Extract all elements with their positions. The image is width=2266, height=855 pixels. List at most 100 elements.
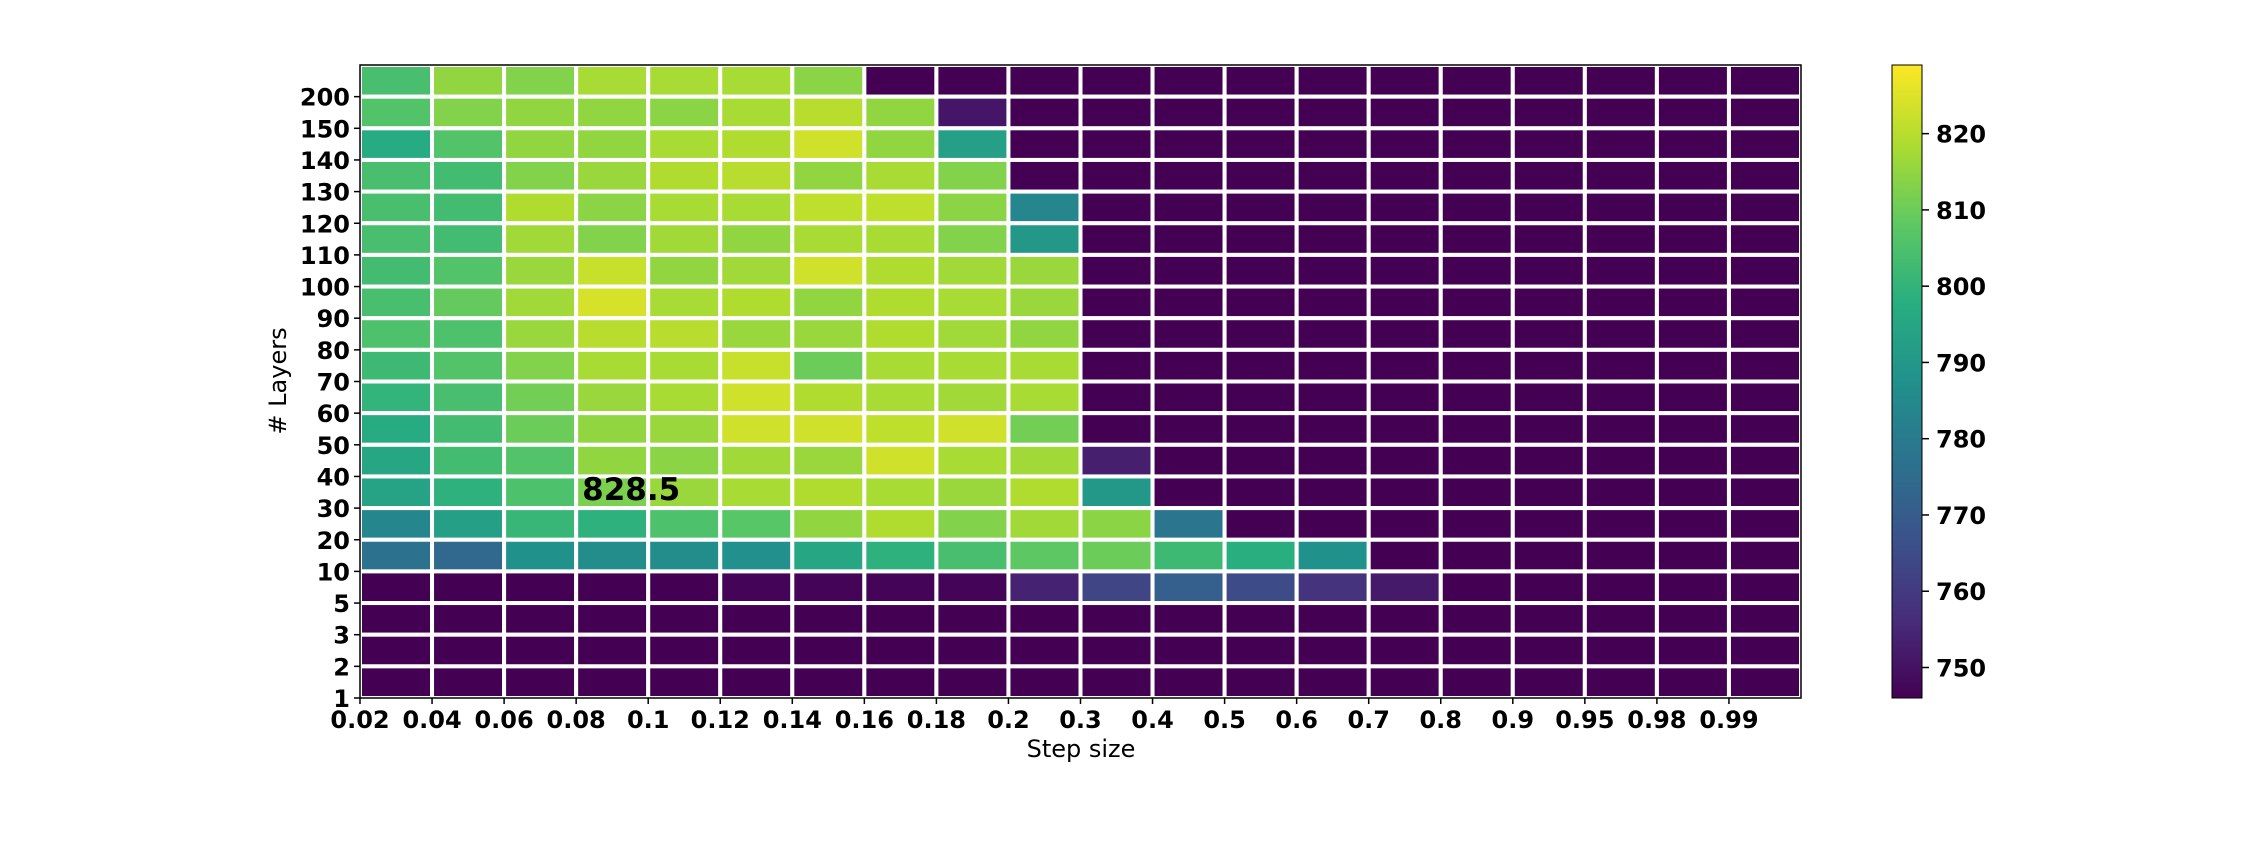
heatmap-cell (1582, 157, 1659, 194)
heatmap-cell (430, 537, 507, 574)
heatmap-cell (502, 664, 579, 700)
heatmap-cell (430, 442, 507, 479)
heatmap-cell (862, 379, 939, 416)
heatmap-cell (790, 316, 867, 352)
heatmap-cell (1438, 221, 1515, 257)
heatmap-cell (1654, 157, 1731, 194)
x-tick-label: 0.02 (330, 706, 389, 734)
heatmap-cell (430, 347, 507, 384)
heatmap-cell (1582, 442, 1659, 479)
heatmap-cell (430, 157, 507, 194)
heatmap-cell (1150, 664, 1227, 700)
heatmap-cell (790, 94, 867, 131)
heatmap-cell (1294, 63, 1371, 99)
heatmap-cell (646, 664, 723, 700)
heatmap-cell (1222, 537, 1299, 574)
heatmap-cell (718, 221, 795, 257)
heatmap-cell (1438, 379, 1515, 416)
x-tick-label: 0.14 (763, 706, 822, 734)
heatmap-cell (358, 284, 435, 321)
heatmap-cell (790, 252, 867, 289)
heatmap-cell (1726, 63, 1803, 99)
heatmap-cell (430, 506, 507, 542)
heatmap-cell (1222, 189, 1299, 226)
heatmap-cell (1510, 474, 1587, 511)
heatmap-cell (1006, 157, 1083, 194)
heatmap-cell (1438, 189, 1515, 226)
heatmap-cell (862, 601, 939, 637)
x-tick-label: 0.5 (1203, 706, 1246, 734)
heatmap-cell (430, 63, 507, 99)
heatmap-cell (1078, 632, 1155, 669)
heatmap-cell (646, 284, 723, 321)
heatmap-cell (1726, 252, 1803, 289)
heatmap-cell (790, 411, 867, 447)
heatmap-cell (430, 474, 507, 511)
heatmap-cell (1366, 284, 1443, 321)
heatmap-cell (1006, 252, 1083, 289)
colorbar: 750 760 770 780 790 800 810 820 (1891, 64, 1986, 699)
y-tick-label: 1 (333, 685, 350, 713)
heatmap-cell (1006, 442, 1083, 479)
heatmap-cell (646, 632, 723, 669)
heatmap-cell (1222, 157, 1299, 194)
heatmap-cell (502, 411, 579, 447)
y-tick-label: 150 (300, 115, 350, 143)
heatmap-cell (1654, 569, 1731, 606)
heatmap-cell (430, 316, 507, 352)
heatmap-cell (1222, 316, 1299, 352)
heatmap-cell (934, 189, 1011, 226)
heatmap-cell (574, 632, 651, 669)
heatmap-cell (1654, 316, 1731, 352)
heatmap-cell (1222, 411, 1299, 447)
heatmap-cell (1726, 569, 1803, 606)
heatmap-cell (574, 126, 651, 162)
heatmap-cell (1366, 316, 1443, 352)
heatmap-cell (862, 569, 939, 606)
heatmap-cell (1510, 664, 1587, 700)
heatmap-cell (1510, 63, 1587, 99)
heatmap-cell (1006, 506, 1083, 542)
heatmap-cell (1582, 601, 1659, 637)
heatmap-cell (1222, 474, 1299, 511)
heatmap-cell (1510, 442, 1587, 479)
heatmap-cell (1654, 347, 1731, 384)
heatmap-cell (790, 601, 867, 637)
heatmap-cell (1150, 632, 1227, 669)
heatmap-cell (1222, 284, 1299, 321)
heatmap-cell (790, 632, 867, 669)
heatmap-cell (1006, 664, 1083, 700)
heatmap-cell (646, 537, 723, 574)
heatmap-cell (934, 601, 1011, 637)
heatmap-cell (1294, 379, 1371, 416)
heatmap-cell (1294, 347, 1371, 384)
y-tick-label: 60 (317, 400, 350, 428)
heatmap-cell (718, 63, 795, 99)
heatmap-cell (358, 157, 435, 194)
heatmap-cell (1006, 284, 1083, 321)
heatmap-cell (502, 63, 579, 99)
heatmap-cell (1294, 569, 1371, 606)
heatmap-cell (862, 442, 939, 479)
heatmap-cell (934, 221, 1011, 257)
colorbar-tick-label: 750 (1936, 654, 1986, 682)
heatmap-cell (1222, 569, 1299, 606)
y-tick-label: 80 (317, 337, 350, 365)
heatmap-cell (1294, 411, 1371, 447)
heatmap-cell (1726, 284, 1803, 321)
heatmap-cell (1438, 537, 1515, 574)
heatmap-cell (1222, 347, 1299, 384)
heatmap-cell (862, 632, 939, 669)
heatmap-cell (1582, 316, 1659, 352)
heatmap-cell (1582, 474, 1659, 511)
heatmap-cell (1006, 569, 1083, 606)
heatmap-cell (934, 284, 1011, 321)
heatmap-cell (574, 284, 651, 321)
heatmap-cell (1366, 601, 1443, 637)
heatmap-cell (1654, 632, 1731, 669)
x-tick-label: 0.04 (402, 706, 461, 734)
heatmap-cell (1222, 506, 1299, 542)
heatmap-cell (1510, 537, 1587, 574)
heatmap-cell (358, 569, 435, 606)
heatmap-cell (934, 316, 1011, 352)
